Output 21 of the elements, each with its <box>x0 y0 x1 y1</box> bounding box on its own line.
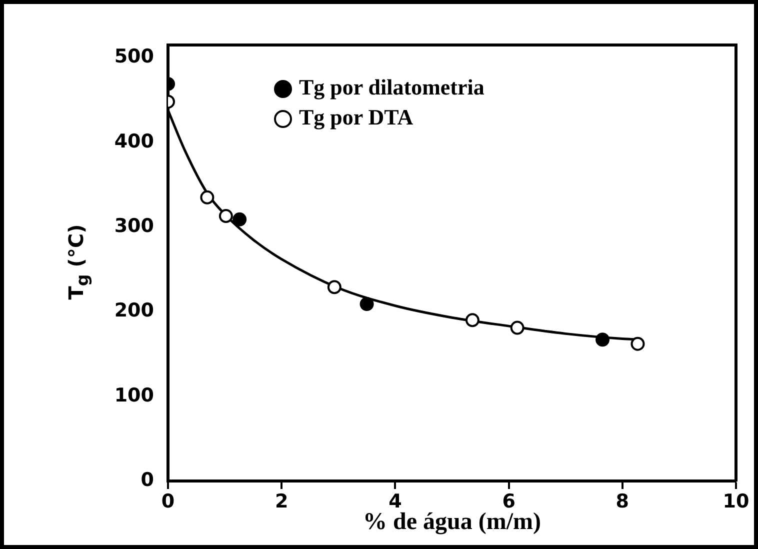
y-tick-label: 200 <box>114 300 154 322</box>
x-tick-label: 2 <box>274 490 288 512</box>
y-tick-label: 400 <box>114 130 154 152</box>
x-tick-label: 10 <box>722 490 750 512</box>
point <box>232 212 247 226</box>
x-tick-label: 0 <box>161 490 175 512</box>
point <box>200 190 214 204</box>
point <box>465 313 480 328</box>
y-tick-label: 500 <box>114 46 154 68</box>
point <box>596 332 610 347</box>
y-tick-label: 300 <box>114 214 154 237</box>
point <box>510 320 524 335</box>
y-tick-label: 0 <box>140 468 154 491</box>
point <box>218 209 233 224</box>
x-tick-label: 8 <box>616 490 630 512</box>
legend-label: Tg por DTA <box>299 104 414 130</box>
point <box>360 297 374 312</box>
y-tick-label: 100 <box>114 384 154 406</box>
legend-label: Tg por dilatometria <box>299 74 484 100</box>
point <box>327 280 342 294</box>
point <box>630 336 645 351</box>
